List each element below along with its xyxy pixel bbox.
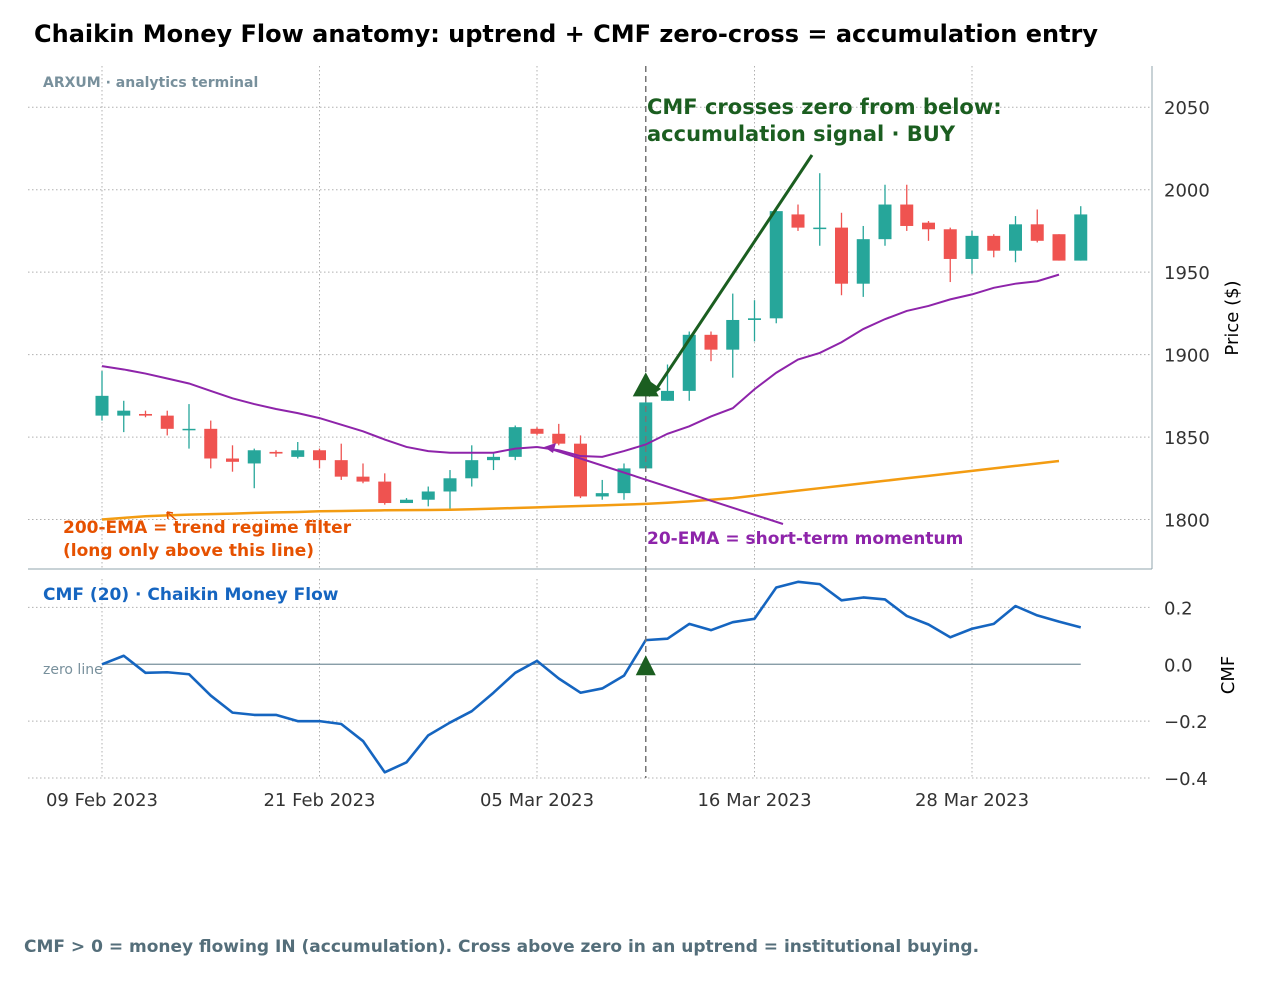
candle-body <box>334 460 348 477</box>
candle-body <box>574 443 587 497</box>
price-lines <box>101 273 1060 521</box>
candle-body <box>204 428 218 459</box>
candle-body <box>139 413 152 416</box>
price-candles <box>95 173 1088 510</box>
candle-body <box>117 410 131 416</box>
cmf-ytick-label: 0.0 <box>1164 655 1193 676</box>
candle-body <box>508 427 522 457</box>
candle-body <box>813 227 827 230</box>
candle-body <box>400 499 413 504</box>
candle-body <box>247 450 261 464</box>
candle-body <box>682 334 696 391</box>
x-tick-label: 28 Mar 2023 <box>915 790 1029 811</box>
candle-body <box>856 239 870 284</box>
candle-body <box>443 478 457 492</box>
ema200-annotation-pointer <box>166 511 177 521</box>
candle-body <box>922 222 935 230</box>
watermark: ARXUM · analytics terminal <box>43 75 258 91</box>
price-ytick-label: 1950 <box>1164 263 1210 284</box>
candle-body <box>421 491 435 500</box>
candle-body <box>791 214 805 228</box>
candle-body <box>356 476 370 482</box>
chart-title: Chaikin Money Flow anatomy: uptrend + CM… <box>34 20 1098 48</box>
buy-signal-marker <box>632 372 659 397</box>
candle-body <box>878 204 892 240</box>
ema200-line <box>101 459 1060 521</box>
candle-body <box>226 458 239 462</box>
candle-body <box>1074 214 1088 261</box>
x-tick-label: 21 Feb 2023 <box>263 790 375 811</box>
candle-body <box>378 481 392 504</box>
x-tick-label: 09 Feb 2023 <box>46 790 158 811</box>
candle-body <box>900 204 914 226</box>
candle-body <box>160 415 174 429</box>
cmf-legend-label: CMF (20) · Chaikin Money Flow <box>43 585 339 605</box>
price-ytick-label: 2000 <box>1164 181 1210 202</box>
candle-body <box>704 334 718 350</box>
price-grid <box>28 66 1152 569</box>
x-tick-label: 05 Mar 2023 <box>480 790 594 811</box>
ema20-annotation: 20-EMA = short-term momentum <box>647 529 963 549</box>
cmf-ytick-label: −0.2 <box>1164 712 1208 733</box>
buy-annotation-line2: accumulation signal · BUY <box>647 122 956 146</box>
candle-body <box>769 211 783 319</box>
candle-body <box>1030 224 1044 241</box>
ema20-arrowhead <box>544 443 556 453</box>
ema20-line <box>101 273 1060 458</box>
candle-body <box>291 450 305 457</box>
candle-body <box>530 428 544 434</box>
buy-annotation-line1: CMF crosses zero from below: <box>647 95 1002 119</box>
candle-body <box>1009 224 1022 251</box>
candle-body <box>95 395 109 416</box>
candle-body <box>1052 234 1066 261</box>
candle-body <box>269 451 283 454</box>
candle-body <box>182 428 196 431</box>
cmf-line <box>101 580 1082 774</box>
price-ytick-label: 1800 <box>1164 511 1210 532</box>
footer-note: CMF > 0 = money flowing IN (accumulation… <box>24 937 979 957</box>
candle-body <box>639 402 653 469</box>
candle-body <box>487 456 500 461</box>
cmf-ytick-label: −0.4 <box>1164 769 1208 790</box>
price-ytick-label: 1850 <box>1164 428 1210 449</box>
x-ticks: 09 Feb 2023 21 Feb 2023 05 Mar 2023 16 Mar … <box>46 790 1029 811</box>
candle-body <box>595 493 609 497</box>
zero-line-label: zero line <box>43 662 103 678</box>
price-ytick-label: 1900 <box>1164 346 1210 367</box>
buy-annotation-arrow <box>653 154 814 392</box>
cmf-grid <box>28 579 1152 779</box>
cmf-ytick-label: 0.2 <box>1164 598 1193 619</box>
y-ticks: 1800 1850 1900 1950 2000 2050 −0.4 −0.2 0.0 0.2 <box>1164 98 1210 790</box>
candle-body <box>726 319 740 350</box>
price-ytick-label: 2050 <box>1164 98 1210 119</box>
candle-body <box>835 227 848 284</box>
candle-body <box>313 450 326 461</box>
x-tick-label: 16 Mar 2023 <box>697 790 811 811</box>
price-axis-label: Price ($) <box>1222 280 1243 355</box>
candle-body <box>748 318 761 320</box>
cmf-cross-marker <box>635 655 656 676</box>
candle-body <box>943 229 957 259</box>
candle-body <box>987 235 1001 251</box>
candle-body <box>465 460 479 479</box>
cmf-axis-label: CMF <box>1218 656 1239 694</box>
candle-body <box>661 390 674 401</box>
candle-body <box>552 433 566 444</box>
ema200-annotation-line2: (long only above this line) <box>63 541 314 561</box>
ema200-annotation-line1: 200-EMA = trend regime filter <box>63 518 352 538</box>
cmf-lines <box>101 580 1082 774</box>
ema20-annotation-arrow <box>550 448 784 525</box>
candle-body <box>965 235 979 259</box>
